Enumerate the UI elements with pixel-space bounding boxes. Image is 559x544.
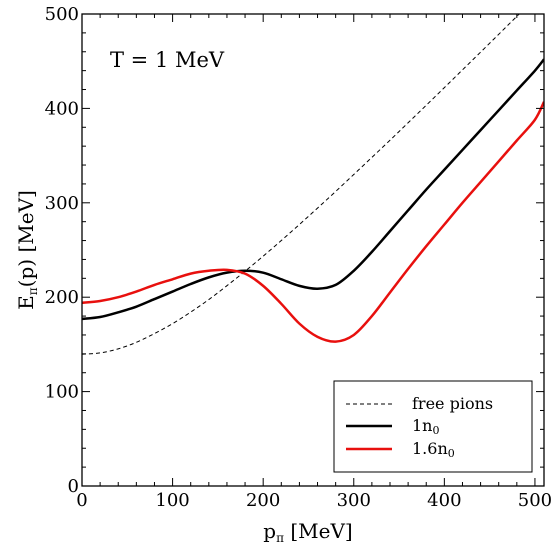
y-tick-label: 200	[45, 287, 79, 308]
y-axis-label: Eπ(p) [MeV]	[14, 190, 40, 310]
plot-area	[82, 14, 544, 355]
y-tick-label: 0	[68, 476, 79, 497]
y-axis-label-rest: (p) [MeV]	[14, 190, 38, 287]
legend-label-1n0: 1n0	[412, 416, 439, 437]
x-axis-label: pπ [MeV]	[263, 519, 352, 544]
x-tick-label: 300	[337, 490, 371, 511]
y-tick-label: 100	[45, 382, 79, 403]
legend-label-1-6n0-sub: 0	[448, 447, 455, 460]
series-line-free-pions	[82, 14, 520, 355]
y-axis-label-sub: π	[26, 287, 40, 295]
x-axis-label-sub: π	[276, 531, 284, 544]
legend-label-1-6n0-base: 1.6n	[412, 439, 448, 458]
plot-frame	[81, 13, 545, 487]
legend-label-1-6n0: 1.6n0	[412, 439, 455, 460]
x-tick-label: 0	[76, 490, 87, 511]
x-tick-label: 200	[246, 490, 280, 511]
series-line-1-6n0	[82, 101, 544, 343]
legend-label-1n0-base: 1n	[412, 416, 432, 435]
x-tick-label: 100	[155, 490, 189, 511]
legend-label-free-pions: free pions	[412, 394, 493, 413]
y-axis-label-base: E	[14, 295, 38, 310]
legend: free pions 1n0 1.6n0	[333, 380, 533, 473]
x-tick-label: 500	[518, 490, 552, 511]
y-tick-label: 500	[45, 4, 79, 25]
temperature-annotation: T = 1 MeV	[110, 48, 225, 72]
legend-label-1n0-sub: 0	[432, 424, 439, 437]
x-axis-label-base: p	[263, 519, 276, 543]
series-line-1n0	[82, 58, 544, 321]
axis-ticks: 0 100 200 300 400 500 0 100 200 300 400 500	[45, 4, 552, 511]
y-tick-label: 300	[45, 193, 79, 214]
x-axis-label-unit: [MeV]	[284, 519, 353, 543]
x-tick-label: 400	[427, 490, 461, 511]
y-tick-label: 400	[45, 98, 79, 119]
